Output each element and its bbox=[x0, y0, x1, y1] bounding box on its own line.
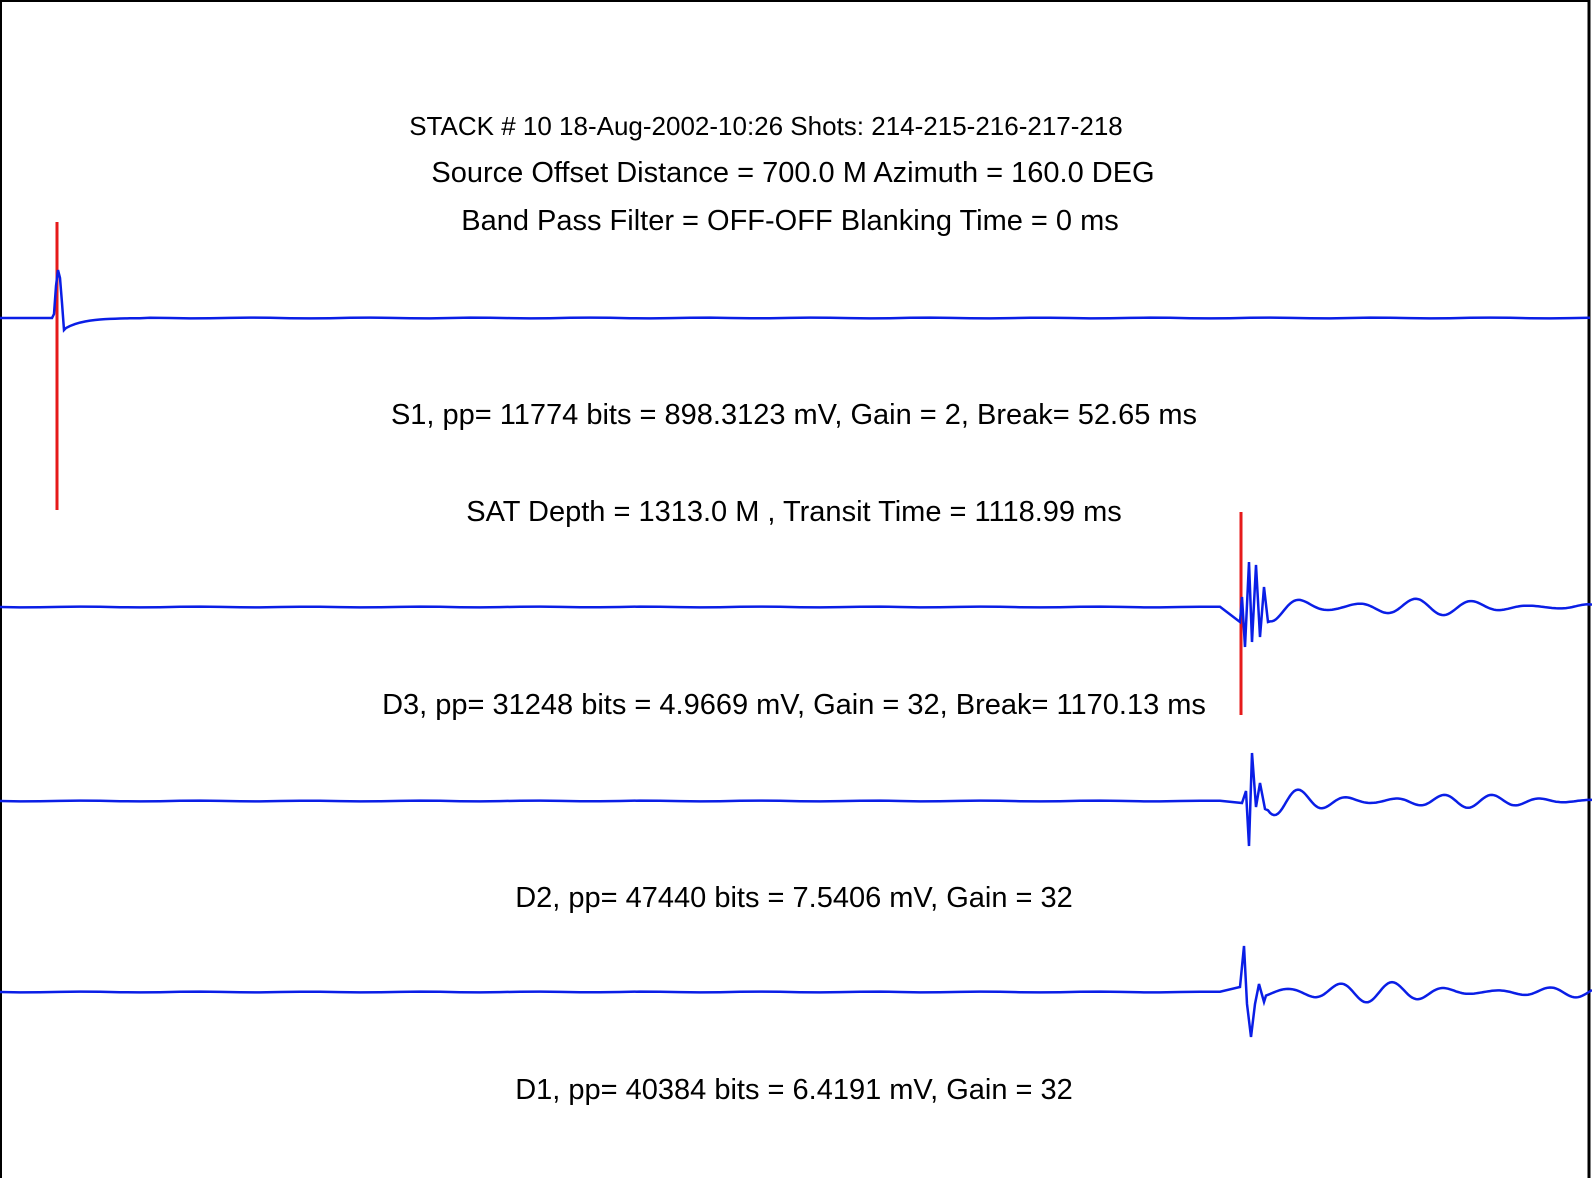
header-line-3: Band Pass Filter = OFF-OFF Blanking Time… bbox=[461, 205, 1119, 237]
trace-d2 bbox=[0, 752, 1592, 847]
trace-d3-caption: D3, pp= 31248 bits = 4.9669 mV, Gain = 3… bbox=[382, 689, 1206, 721]
trace-d1-caption: D1, pp= 40384 bits = 6.4191 mV, Gain = 3… bbox=[515, 1074, 1073, 1106]
header-line-2: Source Offset Distance = 700.0 M Azimuth… bbox=[431, 157, 1154, 189]
trace-d2-caption: D2, pp= 47440 bits = 7.5406 mV, Gain = 3… bbox=[515, 882, 1073, 914]
trace-s1-sublabel: SAT Depth = 1313.0 M , Transit Time = 11… bbox=[466, 496, 1122, 528]
trace-s1-caption: S1, pp= 11774 bits = 898.3123 mV, Gain =… bbox=[391, 399, 1197, 431]
trace-d3 bbox=[0, 561, 1592, 648]
trace-d1 bbox=[0, 945, 1592, 1038]
trace-s1 bbox=[0, 269, 1591, 333]
header-line-1: STACK # 10 18-Aug-2002-10:26 Shots: 214-… bbox=[409, 111, 1123, 141]
